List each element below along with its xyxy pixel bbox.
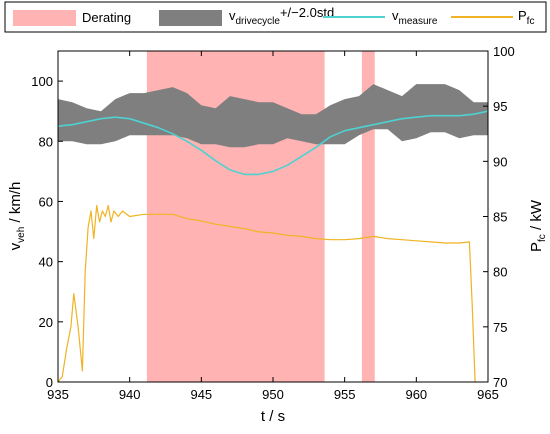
y-axis-left-title: vveh / km/h — [7, 182, 27, 251]
y-left-tick-label: 80 — [39, 134, 53, 149]
legend-swatch-derating — [13, 10, 76, 26]
x-tick-label: 950 — [262, 387, 284, 402]
x-tick-label: 960 — [405, 387, 427, 402]
axes-layer: 935 940 945 950 955 960 965 0 20 40 60 80 100 70 75 80 8… — [31, 44, 514, 402]
series-line-measure — [58, 110, 488, 176]
x-tick-label: 935 — [47, 387, 69, 402]
x-tick-label: 955 — [334, 387, 356, 402]
y-right-tick-label: 95 — [493, 99, 507, 114]
series-line-pfc — [58, 204, 476, 382]
legend-label-pfc: Pfc — [518, 8, 534, 27]
derating-region — [361, 51, 375, 382]
y-right-tick-label: 75 — [493, 320, 507, 335]
legend: Derating vdrivecycle+/−2.0std vmeasure P… — [4, 1, 547, 33]
y-left-tick-label: 60 — [39, 194, 53, 209]
y-axis-right-title: Pfc / kW — [528, 199, 548, 252]
x-tick-label: 945 — [190, 387, 212, 402]
legend-label-derating: Derating — [82, 10, 131, 25]
y-left-tick-label: 0 — [46, 375, 53, 390]
x-axis-title: t / s — [261, 408, 285, 425]
y-left-tick-label: 100 — [31, 74, 53, 89]
y-right-tick-label: 85 — [493, 210, 507, 225]
series-layer — [58, 110, 488, 382]
y-right-tick-label: 100 — [493, 44, 515, 59]
y-left-tick-label: 40 — [39, 255, 53, 270]
y-right-tick-label: 90 — [493, 154, 507, 169]
x-tick-label: 940 — [119, 387, 141, 402]
x-tick-label: 965 — [477, 387, 499, 402]
y-right-tick-label: 70 — [493, 375, 507, 390]
y-left-tick-label: 20 — [39, 315, 53, 330]
legend-label-measure: vmeasure — [392, 8, 438, 27]
y-right-tick-label: 80 — [493, 265, 507, 280]
legend-label-drivecycle: vdrivecycle+/−2.0std — [229, 5, 334, 27]
legend-swatch-drivecycle — [159, 10, 222, 26]
